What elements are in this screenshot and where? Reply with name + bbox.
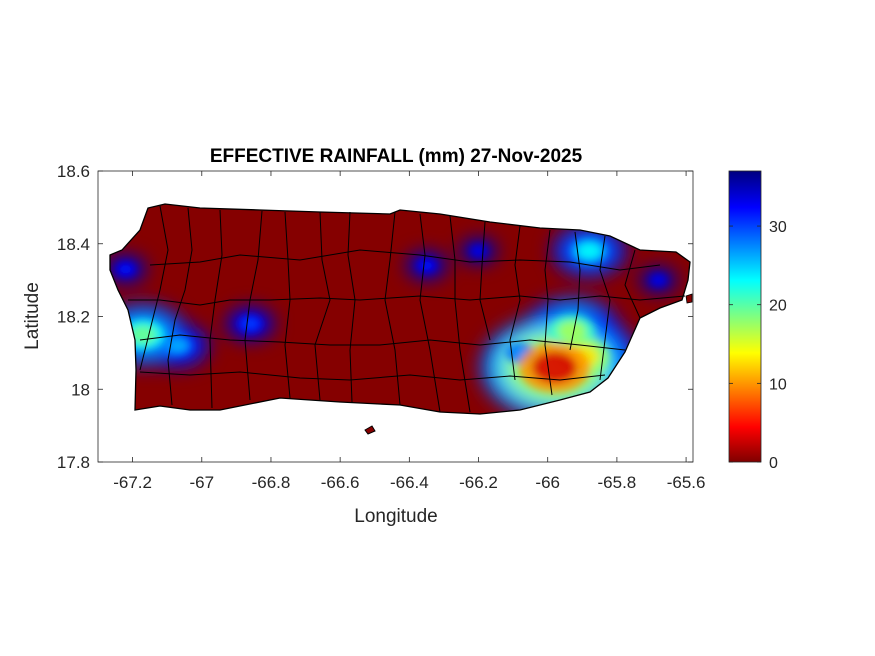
rainfall-hotspot — [168, 338, 188, 353]
small-island-caja-de-muerto — [364, 425, 376, 435]
x-tick-label: -67 — [189, 473, 214, 492]
rainfall-hotspot — [119, 264, 132, 274]
rainfall-hotspot — [652, 276, 665, 285]
island-rainfall-field — [110, 204, 690, 414]
y-tick-label: 18.6 — [57, 162, 90, 181]
colorbar-tick-label: 10 — [769, 376, 787, 393]
small-island-east — [685, 293, 693, 304]
rainfall-hotspot — [557, 320, 587, 342]
rainfall-hotspot — [472, 247, 485, 256]
x-tick-label: -67.2 — [113, 473, 152, 492]
x-tick-label: -66.8 — [252, 473, 291, 492]
rainfall-hotspot — [420, 261, 433, 270]
colorbar-gradient — [728, 170, 762, 463]
rainfall-hotspot — [242, 318, 258, 329]
x-tick-label: -66.2 — [459, 473, 498, 492]
rainfall-hotspot — [532, 351, 577, 383]
x-axis: -67.2 -67 -66.8 -66.6 -66.4 -66.2 -66 -65.8 -65.… — [113, 171, 705, 492]
colorbar: 0 10 20 30 — [728, 170, 787, 472]
x-tick-label: -66.6 — [321, 473, 360, 492]
y-tick-label: 18.4 — [57, 235, 90, 254]
x-axis-label: Longitude — [354, 506, 437, 527]
x-tick-label: -65.6 — [667, 473, 706, 492]
x-tick-label: -66 — [535, 473, 560, 492]
x-tick-label: -66.4 — [390, 473, 429, 492]
y-tick-label: 18 — [71, 380, 90, 399]
y-axis: 17.8 18 18.2 18.4 18.6 — [57, 162, 693, 472]
colorbar-tick-label: 30 — [769, 219, 787, 236]
colorbar-tick-label: 20 — [769, 298, 787, 315]
municipality-boundaries — [128, 205, 686, 413]
y-tick-label: 18.2 — [57, 308, 90, 327]
x-tick-label: -65.8 — [598, 473, 637, 492]
chart-title: EFFECTIVE RAINFALL (mm) 27-Nov-2025 — [210, 146, 583, 167]
y-tick-label: 17.8 — [57, 453, 90, 472]
island-coastline — [109, 203, 691, 415]
colorbar-tick-label: 0 — [769, 455, 778, 472]
rainfall-hotspot — [578, 243, 601, 259]
y-axis-label: Latitude — [22, 282, 43, 350]
